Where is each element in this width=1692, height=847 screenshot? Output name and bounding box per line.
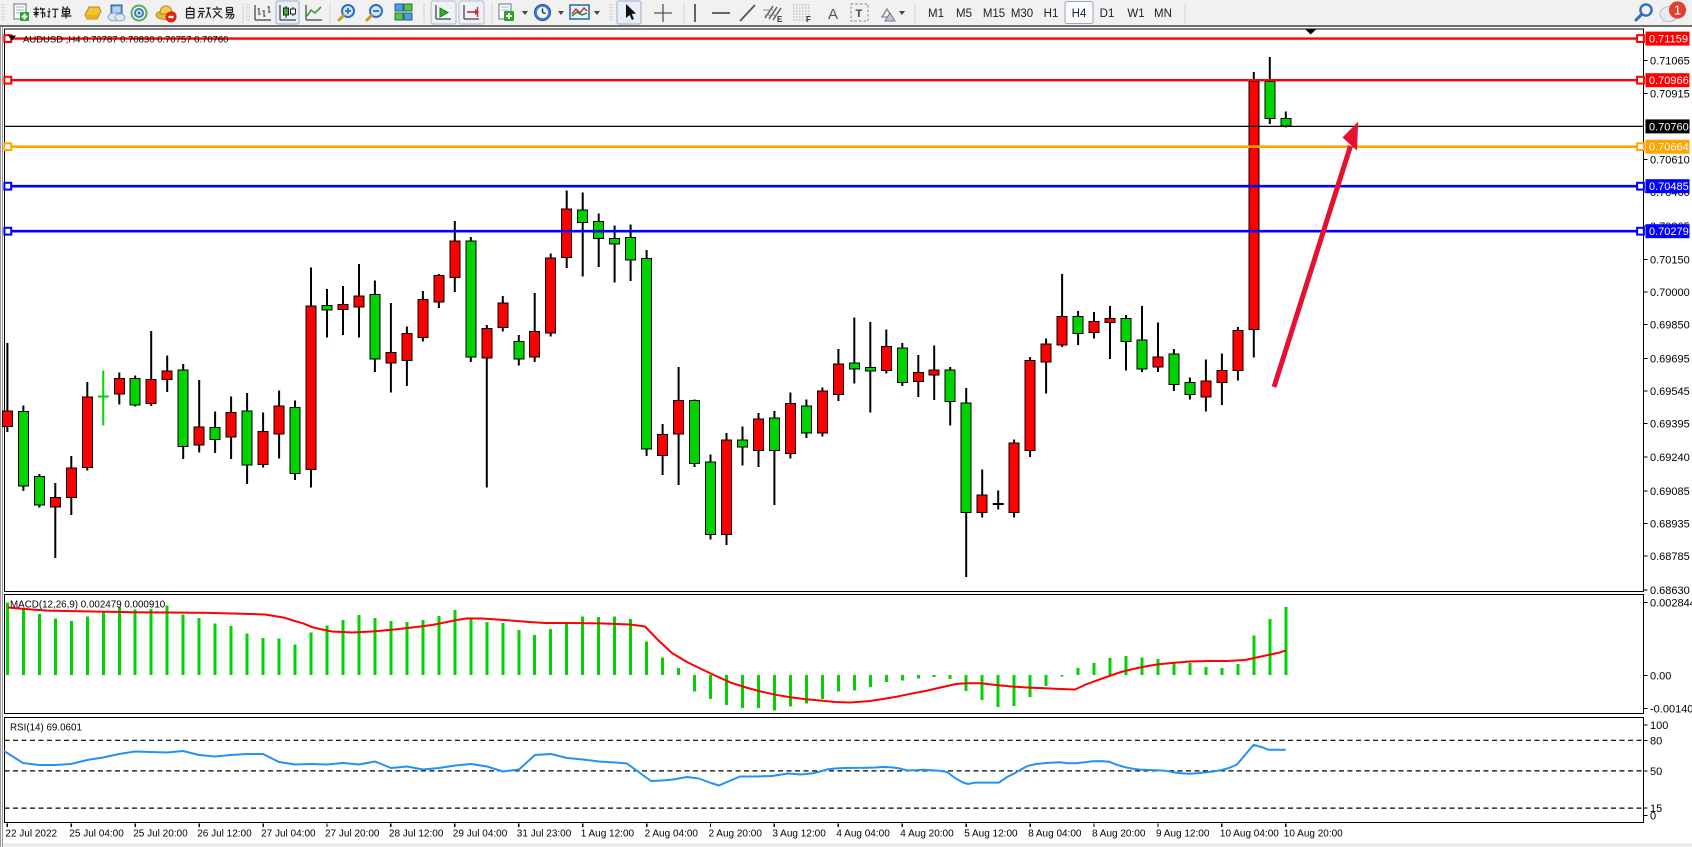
svg-text:-0.001408: -0.001408 bbox=[1650, 704, 1692, 716]
svg-text:0.68630: 0.68630 bbox=[1650, 585, 1690, 597]
svg-text:E: E bbox=[777, 15, 783, 24]
svg-text:25 Jul 04:00: 25 Jul 04:00 bbox=[69, 829, 124, 840]
svg-text:0.70485: 0.70485 bbox=[1649, 181, 1689, 193]
svg-text:0.69850: 0.69850 bbox=[1650, 320, 1690, 332]
svg-text:0.70279: 0.70279 bbox=[1649, 226, 1689, 238]
svg-text:D1: D1 bbox=[1100, 8, 1115, 20]
svg-text:8 Aug 20:00: 8 Aug 20:00 bbox=[1092, 829, 1146, 840]
svg-text:8 Aug 04:00: 8 Aug 04:00 bbox=[1028, 829, 1082, 840]
svg-text:H1: H1 bbox=[1044, 8, 1059, 20]
svg-text:0.70000: 0.70000 bbox=[1650, 287, 1690, 299]
svg-text:80: 80 bbox=[1650, 735, 1662, 747]
svg-text:0.69395: 0.69395 bbox=[1650, 419, 1690, 431]
svg-text:0.69695: 0.69695 bbox=[1650, 353, 1690, 365]
svg-text:4 Aug 04:00: 4 Aug 04:00 bbox=[836, 829, 890, 840]
svg-text:2 Aug 04:00: 2 Aug 04:00 bbox=[645, 829, 699, 840]
svg-text:5 Aug 12:00: 5 Aug 12:00 bbox=[964, 829, 1018, 840]
svg-text:1 Aug 12:00: 1 Aug 12:00 bbox=[581, 829, 635, 840]
svg-text:0.70150: 0.70150 bbox=[1650, 255, 1690, 267]
svg-text:0.71159: 0.71159 bbox=[1649, 34, 1688, 46]
svg-text:F: F bbox=[806, 15, 811, 24]
svg-text:0.70760: 0.70760 bbox=[1649, 121, 1689, 133]
svg-text:22 Jul 2022: 22 Jul 2022 bbox=[5, 829, 57, 840]
svg-text:M30: M30 bbox=[1011, 8, 1033, 20]
svg-text:15: 15 bbox=[1650, 803, 1662, 815]
svg-text:0.002844: 0.002844 bbox=[1650, 598, 1692, 610]
svg-text:28 Jul 12:00: 28 Jul 12:00 bbox=[389, 829, 444, 840]
svg-text:W1: W1 bbox=[1127, 8, 1144, 20]
svg-text:T: T bbox=[856, 8, 863, 20]
svg-text:M1: M1 bbox=[928, 8, 944, 20]
svg-text:31 Jul 23:00: 31 Jul 23:00 bbox=[517, 829, 572, 840]
svg-text:0.70966: 0.70966 bbox=[1649, 75, 1689, 87]
svg-text:27 Jul 20:00: 27 Jul 20:00 bbox=[325, 829, 380, 840]
svg-text:0.00: 0.00 bbox=[1650, 671, 1671, 683]
svg-text:M5: M5 bbox=[956, 8, 972, 20]
svg-text:3 Aug 12:00: 3 Aug 12:00 bbox=[772, 829, 826, 840]
svg-text:27 Jul 04:00: 27 Jul 04:00 bbox=[261, 829, 316, 840]
svg-text:9 Aug 12:00: 9 Aug 12:00 bbox=[1156, 829, 1210, 840]
svg-text:0.71065: 0.71065 bbox=[1650, 56, 1690, 68]
svg-text:29 Jul 04:00: 29 Jul 04:00 bbox=[453, 829, 508, 840]
svg-text:MACD(12,26,9) 0.002479 0.00091: MACD(12,26,9) 0.002479 0.000910 bbox=[10, 600, 166, 611]
svg-text:0.70664: 0.70664 bbox=[1649, 142, 1689, 154]
svg-text:10 Aug 20:00: 10 Aug 20:00 bbox=[1284, 829, 1343, 840]
svg-text:2 Aug 20:00: 2 Aug 20:00 bbox=[709, 829, 763, 840]
svg-text:0: 0 bbox=[1650, 811, 1656, 823]
svg-text:MN: MN bbox=[1154, 8, 1172, 20]
svg-text:25 Jul 20:00: 25 Jul 20:00 bbox=[133, 829, 188, 840]
svg-text:A: A bbox=[828, 6, 838, 23]
svg-text:AUDUSD ,H4 0.70787 0.70830 0.: AUDUSD ,H4 0.70787 0.70830 0.70757 0.707… bbox=[23, 35, 228, 46]
svg-text:0.70610: 0.70610 bbox=[1650, 155, 1690, 167]
svg-text:1: 1 bbox=[1674, 2, 1681, 17]
svg-text:0.69085: 0.69085 bbox=[1650, 486, 1690, 498]
svg-text:0.68785: 0.68785 bbox=[1650, 551, 1690, 563]
svg-text:H4: H4 bbox=[1072, 8, 1087, 20]
svg-text:0.69240: 0.69240 bbox=[1650, 452, 1690, 464]
svg-text:10 Aug 04:00: 10 Aug 04:00 bbox=[1220, 829, 1279, 840]
svg-text:4 Aug 20:00: 4 Aug 20:00 bbox=[900, 829, 954, 840]
svg-text:50: 50 bbox=[1650, 766, 1662, 778]
svg-text:M15: M15 bbox=[983, 8, 1005, 20]
svg-text:100: 100 bbox=[1650, 720, 1668, 732]
svg-text:0.69545: 0.69545 bbox=[1650, 386, 1690, 398]
svg-text:0.68935: 0.68935 bbox=[1650, 519, 1690, 531]
svg-text:26 Jul 12:00: 26 Jul 12:00 bbox=[197, 829, 252, 840]
svg-text:0.70915: 0.70915 bbox=[1650, 88, 1690, 100]
svg-text:RSI(14) 69.0601: RSI(14) 69.0601 bbox=[10, 723, 82, 734]
